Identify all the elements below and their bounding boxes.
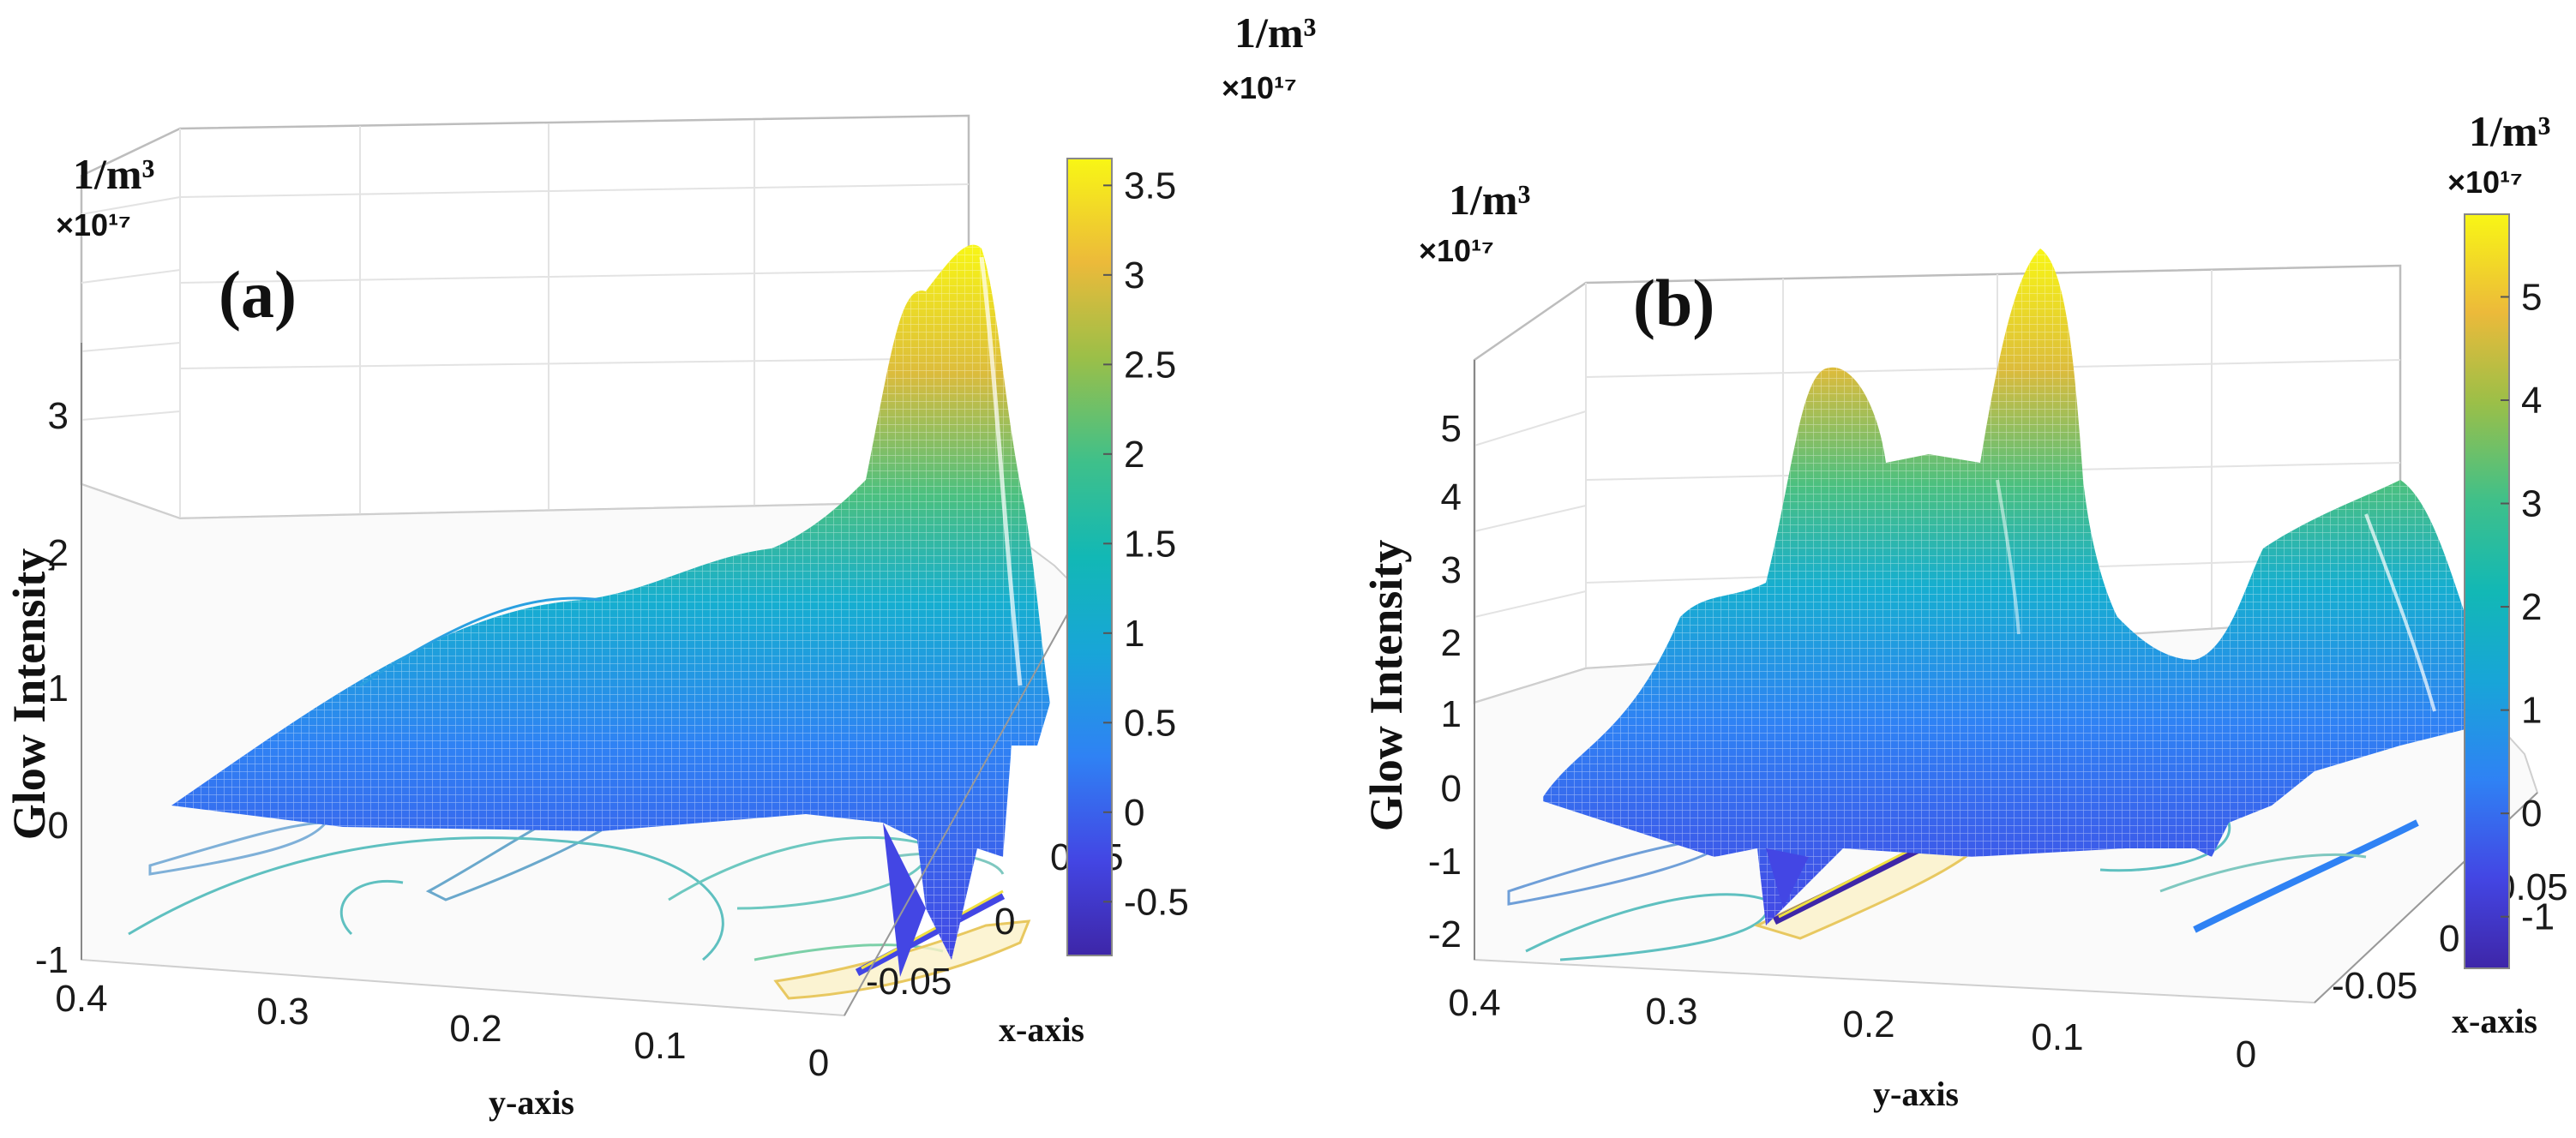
z-tick: 1 (48, 668, 69, 710)
colorbar-unit: 1/m³ (2469, 107, 2551, 155)
panel-b-z-unit: 1/m³ (1449, 176, 1531, 224)
y-tick: 0.4 (1448, 982, 1500, 1024)
colorbar-tick-label: 1 (1124, 613, 1144, 655)
y-tick: 0.2 (1842, 1003, 1894, 1045)
z-tick: -1 (1428, 841, 1462, 883)
y-tick: 0.1 (2031, 1016, 2083, 1058)
colorbar-tick-label: 3 (1124, 255, 1144, 296)
panel-a-label: (a) (219, 257, 297, 332)
y-tick: 0 (808, 1042, 829, 1084)
x-tick: 0 (2439, 918, 2459, 960)
panel-b: 5 4 3 2 1 0 -1 -2 Glow Intensity 0.4 0.3… (1360, 107, 2568, 1113)
z-tick: 5 (1441, 408, 1462, 450)
colorbar-tick-label: -0.5 (1124, 881, 1189, 923)
panel-a-z-axis: 3 2 1 0 -1 Glow Intensity (3, 343, 82, 981)
y-tick: 0 (2236, 1033, 2256, 1075)
y-tick: 0.1 (633, 1025, 686, 1067)
panel-b-z-scale: ×10¹⁷ (1419, 233, 1494, 268)
x-tick: -0.05 (2332, 965, 2417, 1007)
colorbar-scale: ×10¹⁷ (1222, 70, 1297, 105)
panel-a-colorbar: 1/m³ ×10¹⁷ 3.5 3 2.5 2 1.5 1 0.5 0 -0.5 (1066, 9, 1317, 956)
y-tick: 0.3 (1645, 991, 1697, 1033)
x-axis-label: x-axis (2452, 1002, 2537, 1040)
z-tick: 3 (1441, 549, 1462, 591)
panel-a-surface (171, 244, 1050, 977)
colorbar-tick-label: 2 (2521, 586, 2542, 628)
panel-b-z-axis: 5 4 3 2 1 0 -1 -2 Glow Intensity (1360, 360, 1475, 960)
colorbar-tick-label: 2 (1124, 434, 1144, 476)
colorbar-tick-label: -1 (2521, 896, 2555, 938)
z-tick: 1 (1441, 693, 1462, 735)
panel-b-label: (b) (1633, 266, 1714, 340)
colorbar-tick-label: 0 (1124, 792, 1144, 834)
colorbar-tick-label: 4 (2521, 380, 2542, 422)
z-tick: 2 (48, 532, 69, 574)
y-tick: 0.2 (449, 1008, 501, 1050)
y-axis-label: y-axis (1873, 1075, 1959, 1113)
colorbar-tick-label: 1 (2521, 690, 2542, 732)
y-axis-label: y-axis (489, 1083, 574, 1122)
colorbar-unit: 1/m³ (1234, 9, 1317, 57)
y-tick: 0.3 (256, 991, 309, 1033)
panel-b-surface (1543, 249, 2495, 925)
z-tick: 0 (1441, 768, 1462, 810)
z-tick: 4 (1441, 476, 1462, 518)
colorbar-scale: ×10¹⁷ (2447, 165, 2523, 200)
panel-a-grid (80, 114, 970, 520)
z-axis-label: Glow Intensity (1360, 540, 1412, 832)
panel-b-colorbar: 1/m³ ×10¹⁷ 5 4 3 2 1 0 -1 (2447, 107, 2555, 969)
panel-a-z-scale: ×10¹⁷ (56, 207, 131, 243)
z-tick: 3 (48, 395, 69, 437)
colorbar-tick-label: 0 (2521, 793, 2542, 835)
z-tick: 0 (48, 805, 69, 847)
x-axis-label: x-axis (999, 1010, 1084, 1049)
colorbar-tick-label: 3.5 (1124, 165, 1176, 207)
panel-a-y-axis: 0.4 0.3 0.2 0.1 0 y-axis (55, 978, 829, 1122)
colorbar-tick-label: 0.5 (1124, 702, 1176, 744)
panel-a-z-unit: 1/m³ (73, 150, 155, 198)
x-tick: 0 (994, 901, 1015, 943)
z-tick: -1 (35, 939, 69, 981)
x-tick: -0.05 (866, 961, 952, 1003)
colorbar-tick-label: 1.5 (1124, 523, 1176, 565)
panel-a: 3 2 1 0 -1 Glow Intensity 0.4 0.3 0.2 0.… (3, 9, 1317, 1122)
colorbar-tick-label: 2.5 (1124, 344, 1176, 386)
z-tick: 2 (1441, 622, 1462, 664)
panel-b-y-axis: 0.4 0.3 0.2 0.1 0 y-axis (1448, 982, 2256, 1113)
z-tick: -2 (1428, 913, 1462, 955)
y-tick: 0.4 (55, 978, 107, 1020)
z-axis-label: Glow Intensity (3, 548, 55, 841)
colorbar-tick-label: 3 (2521, 483, 2542, 525)
colorbar-tick-label: 5 (2521, 276, 2542, 318)
